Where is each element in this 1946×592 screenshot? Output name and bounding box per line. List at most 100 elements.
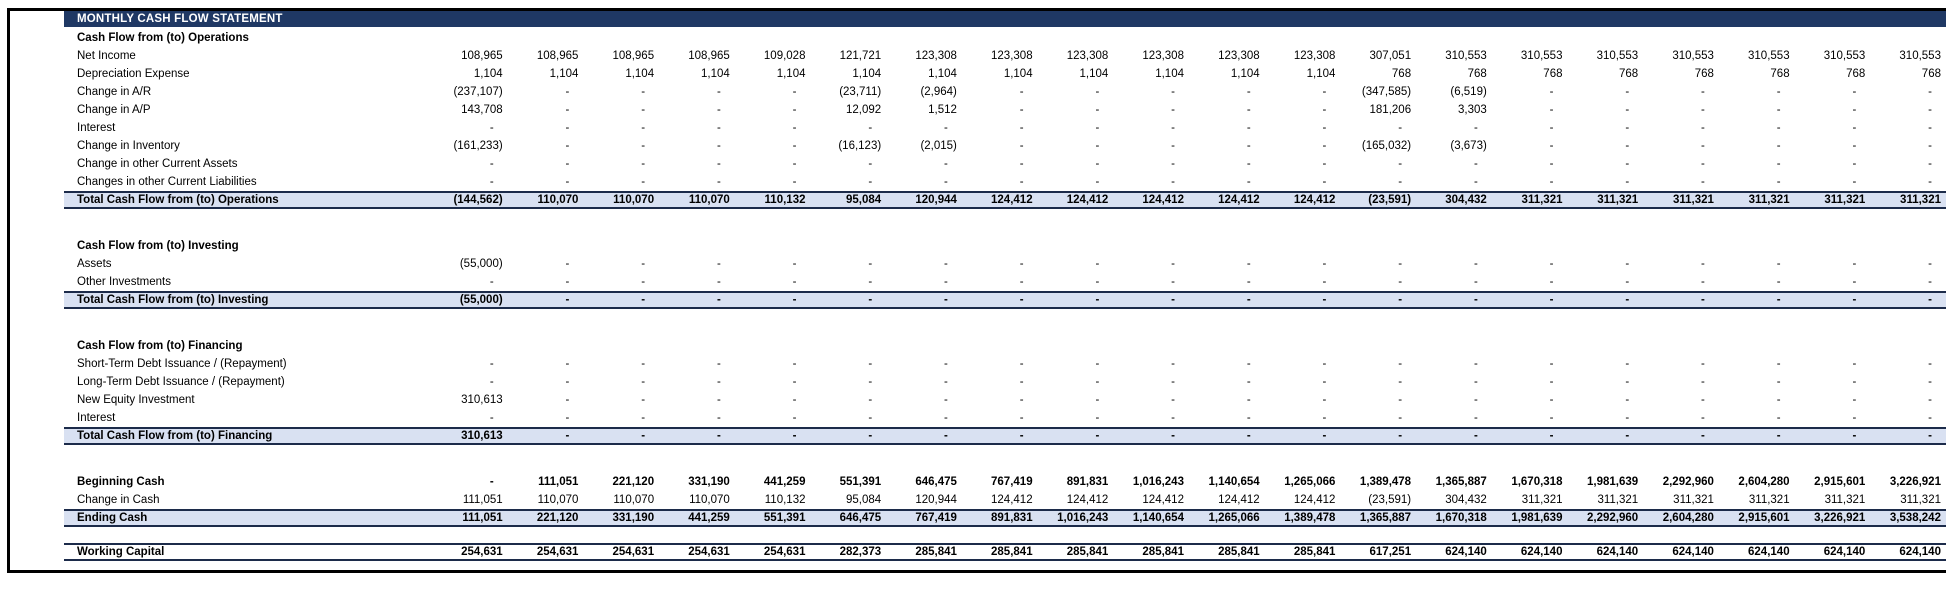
total-investing-value-18[interactable]: - (1776, 294, 1781, 306)
ending-cash-value-6[interactable]: 646,475 (839, 512, 882, 524)
ending-cash-value-8[interactable]: 891,831 (991, 512, 1033, 524)
ending-cash-value-19[interactable]: 3,226,921 (1814, 512, 1866, 524)
assets-value-15[interactable]: - (1549, 258, 1554, 270)
interest-operations-value-15[interactable]: - (1549, 122, 1554, 134)
long-term-debt-issuance-value-1[interactable]: - (489, 376, 494, 388)
total-financing-value-9[interactable]: - (1095, 430, 1100, 442)
new-equity-investment-value-17[interactable]: - (1701, 394, 1705, 406)
total-operations-value-5[interactable]: 110,132 (764, 194, 806, 206)
short-term-debt-issuance-value-5[interactable]: - (792, 358, 797, 370)
long-term-debt-issuance-value-10[interactable]: - (1171, 376, 1175, 388)
ending-cash-value-1[interactable]: 111,051 (462, 512, 503, 524)
change-in-ar-value-2[interactable]: - (565, 86, 570, 98)
change-in-inventory-value-4[interactable]: - (716, 140, 721, 152)
assets-value-20[interactable]: - (1928, 258, 1932, 270)
total-financing-value-14[interactable]: - (1473, 430, 1478, 442)
change-in-inventory-value-9[interactable]: - (1095, 140, 1100, 152)
changes-in-other-current-liabilities-value-6[interactable]: - (868, 176, 873, 188)
other-investments-value-19[interactable]: - (1852, 276, 1857, 288)
working-capital-value-3[interactable]: 254,631 (612, 546, 655, 558)
total-financing-value-4[interactable]: - (716, 430, 721, 442)
change-in-cash-value-11[interactable]: 124,412 (1218, 494, 1260, 506)
interest-operations-value-19[interactable]: - (1852, 122, 1857, 134)
change-in-cash-value-12[interactable]: 124,412 (1293, 494, 1336, 506)
beginning-cash-value-20[interactable]: 3,226,921 (1889, 476, 1941, 488)
long-term-debt-issuance-value-16[interactable]: - (1625, 376, 1630, 388)
total-operations-value-10[interactable]: 124,412 (1142, 194, 1184, 206)
net-income-value-13[interactable]: 307,051 (1369, 50, 1412, 62)
working-capital-value-10[interactable]: 285,841 (1142, 546, 1184, 558)
change-in-ap-value-16[interactable]: - (1625, 104, 1630, 116)
total-financing-value-19[interactable]: - (1852, 430, 1857, 442)
short-term-debt-issuance-value-6[interactable]: - (868, 358, 873, 370)
total-investing-value-12[interactable]: - (1322, 294, 1327, 306)
change-in-ar-value-4[interactable]: - (716, 86, 721, 98)
beginning-cash-value-6[interactable]: 551,391 (839, 476, 882, 488)
change-in-ar-value-5[interactable]: - (792, 86, 797, 98)
working-capital-value-16[interactable]: 624,140 (1596, 546, 1639, 558)
change-in-ap-value-15[interactable]: - (1549, 104, 1554, 116)
assets-value-2[interactable]: - (565, 258, 570, 270)
change-in-ap-value-5[interactable]: - (792, 104, 797, 116)
long-term-debt-issuance-value-2[interactable]: - (565, 376, 570, 388)
short-term-debt-issuance-label[interactable]: Short-Term Debt Issuance / (Repayment) (77, 358, 287, 370)
beginning-cash-value-3[interactable]: 221,120 (612, 476, 655, 488)
interest-operations-value-11[interactable]: - (1246, 122, 1251, 134)
change-in-other-current-assets-value-8[interactable]: - (1019, 158, 1024, 170)
new-equity-investment-value-18[interactable]: - (1776, 394, 1781, 406)
short-term-debt-issuance-value-17[interactable]: - (1701, 358, 1705, 370)
depreciation-expense-value-17[interactable]: 768 (1694, 68, 1714, 80)
new-equity-investment-value-9[interactable]: - (1095, 394, 1100, 406)
long-term-debt-issuance-label[interactable]: Long-Term Debt Issuance / (Repayment) (77, 376, 285, 388)
assets-value-10[interactable]: - (1171, 258, 1175, 270)
section-investing-label[interactable]: Cash Flow from (to) Investing (77, 240, 239, 252)
total-operations-value-18[interactable]: 311,321 (1748, 194, 1790, 206)
change-in-cash-value-13[interactable]: (23,591) (1368, 494, 1412, 506)
total-investing-value-19[interactable]: - (1852, 294, 1857, 306)
interest-operations-value-17[interactable]: - (1701, 122, 1705, 134)
changes-in-other-current-liabilities-value-18[interactable]: - (1776, 176, 1781, 188)
total-investing-value-6[interactable]: - (868, 294, 873, 306)
changes-in-other-current-liabilities-value-12[interactable]: - (1322, 176, 1327, 188)
net-income-value-11[interactable]: 123,308 (1218, 50, 1260, 62)
change-in-cash-value-5[interactable]: 110,132 (764, 494, 806, 506)
other-investments-value-13[interactable]: - (1398, 276, 1403, 288)
total-investing-value-10[interactable]: - (1171, 294, 1175, 306)
depreciation-expense-value-14[interactable]: 768 (1467, 68, 1487, 80)
interest-financing-value-14[interactable]: - (1473, 412, 1478, 424)
total-financing-value-11[interactable]: - (1246, 430, 1251, 442)
change-in-ar-value-11[interactable]: - (1246, 86, 1251, 98)
change-in-other-current-assets-value-4[interactable]: - (716, 158, 721, 170)
total-operations-value-3[interactable]: 110,070 (613, 194, 655, 206)
change-in-ar-value-8[interactable]: - (1019, 86, 1024, 98)
total-investing-value-20[interactable]: - (1928, 294, 1932, 306)
interest-operations-value-7[interactable]: - (944, 122, 948, 134)
new-equity-investment-value-11[interactable]: - (1246, 394, 1251, 406)
long-term-debt-issuance-value-4[interactable]: - (716, 376, 721, 388)
beginning-cash-label[interactable]: Beginning Cash (77, 476, 165, 488)
working-capital-value-6[interactable]: 282,373 (839, 546, 882, 558)
short-term-debt-issuance-value-15[interactable]: - (1549, 358, 1554, 370)
depreciation-expense-value-1[interactable]: 1,104 (473, 68, 503, 80)
change-in-other-current-assets-value-13[interactable]: - (1398, 158, 1403, 170)
interest-financing-value-13[interactable]: - (1398, 412, 1403, 424)
total-operations-value-4[interactable]: 110,070 (688, 194, 730, 206)
working-capital-value-11[interactable]: 285,841 (1218, 546, 1260, 558)
other-investments-value-14[interactable]: - (1473, 276, 1478, 288)
other-investments-value-2[interactable]: - (565, 276, 570, 288)
beginning-cash-value-12[interactable]: 1,265,066 (1284, 476, 1336, 488)
long-term-debt-issuance-value-5[interactable]: - (792, 376, 797, 388)
total-financing-value-20[interactable]: - (1928, 430, 1932, 442)
change-in-ar-value-12[interactable]: - (1322, 86, 1327, 98)
beginning-cash-value-14[interactable]: 1,365,887 (1435, 476, 1487, 488)
new-equity-investment-label[interactable]: New Equity Investment (77, 394, 195, 406)
working-capital-value-17[interactable]: 624,140 (1672, 546, 1714, 558)
change-in-inventory-value-12[interactable]: - (1322, 140, 1327, 152)
total-investing-value-11[interactable]: - (1246, 294, 1251, 306)
change-in-other-current-assets-value-18[interactable]: - (1776, 158, 1781, 170)
change-in-cash-value-1[interactable]: 111,051 (462, 494, 503, 506)
section-operations-label[interactable]: Cash Flow from (to) Operations (77, 32, 249, 44)
change-in-inventory-value-11[interactable]: - (1246, 140, 1251, 152)
interest-financing-value-18[interactable]: - (1776, 412, 1781, 424)
beginning-cash-value-17[interactable]: 2,292,960 (1662, 476, 1714, 488)
